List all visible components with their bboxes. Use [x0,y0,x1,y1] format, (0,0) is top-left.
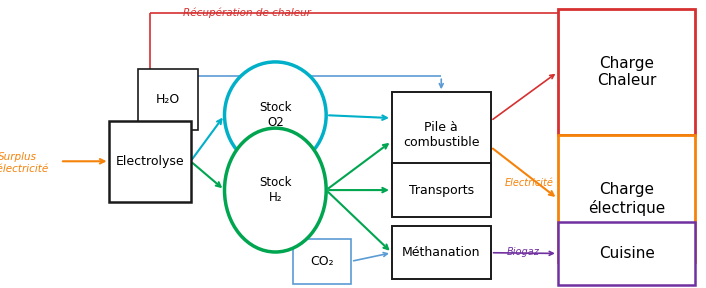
Text: Récupération de chaleur: Récupération de chaleur [183,8,311,18]
FancyBboxPatch shape [392,92,491,179]
Text: Méthanation: Méthanation [402,246,481,259]
Text: Transports: Transports [409,183,474,197]
FancyBboxPatch shape [558,135,695,262]
Text: Electricité: Electricité [505,178,554,188]
Ellipse shape [225,62,326,168]
Text: Cuisine: Cuisine [599,246,654,261]
FancyBboxPatch shape [293,239,351,284]
Text: Electrolyse: Electrolyse [116,155,184,168]
Text: Stock
H₂: Stock H₂ [259,176,292,204]
FancyBboxPatch shape [109,121,191,202]
FancyBboxPatch shape [392,226,491,279]
Text: Pile à
combustible: Pile à combustible [403,121,479,149]
FancyBboxPatch shape [558,9,695,135]
Text: Biogaz: Biogaz [507,247,540,257]
Text: Surplus
d'électricité: Surplus d'électricité [0,152,48,173]
Text: Stock
O2: Stock O2 [259,101,292,129]
FancyBboxPatch shape [392,163,491,217]
FancyBboxPatch shape [558,222,695,285]
Ellipse shape [225,128,326,252]
Text: CO₂: CO₂ [310,255,334,268]
FancyBboxPatch shape [138,69,198,130]
Text: H₂O: H₂O [155,93,180,106]
Text: Charge
électrique: Charge électrique [588,182,665,215]
Text: Charge
Chaleur: Charge Chaleur [597,56,657,88]
